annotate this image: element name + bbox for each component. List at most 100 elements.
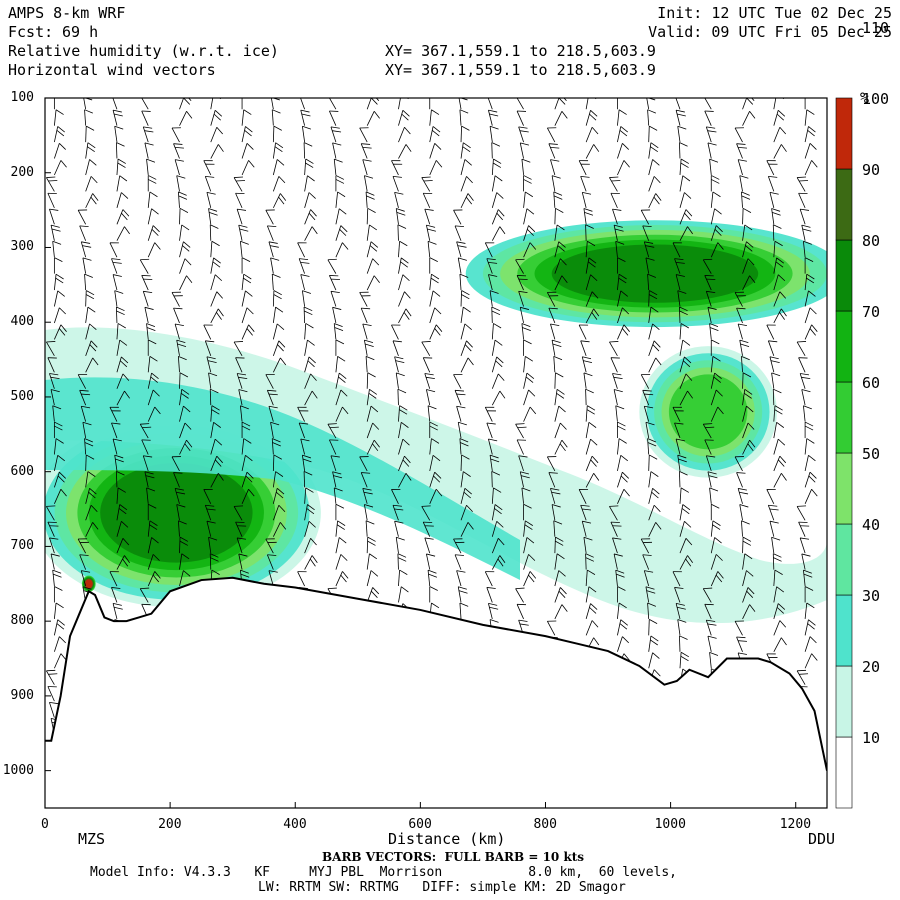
- wind-barb: [398, 291, 411, 307]
- wind-barb: [398, 274, 410, 291]
- wind-barb: [766, 160, 778, 176]
- wind-barb: [523, 208, 535, 225]
- wind-barb: [648, 159, 660, 176]
- wind-barb: [454, 225, 464, 241]
- wind-barb: [773, 257, 785, 274]
- wind-barb: [179, 241, 191, 258]
- wind-barb: [360, 307, 371, 324]
- wind-barb: [679, 158, 690, 176]
- wind-barb: [710, 537, 722, 554]
- wind-barb: [210, 109, 223, 126]
- wind-barb: [429, 454, 441, 472]
- wind-barb: [742, 207, 752, 225]
- wind-barb: [271, 109, 281, 126]
- wind-barb: [179, 224, 190, 241]
- wind-barb: [85, 159, 97, 176]
- wind-barb: [335, 356, 346, 373]
- wind-barb: [426, 224, 437, 241]
- wind-barb: [235, 192, 245, 209]
- wind-barb: [804, 454, 816, 472]
- wind-barb: [54, 324, 67, 340]
- wind-barb: [141, 110, 151, 126]
- colorbar-tick-label: 70: [862, 303, 881, 321]
- wind-barb: [204, 340, 215, 356]
- wind-barb: [141, 275, 153, 291]
- wind-barb: [233, 341, 244, 357]
- wind-barb: [742, 536, 752, 554]
- wind-barb: [648, 471, 659, 488]
- wind-barb: [84, 109, 93, 126]
- wind-barb: [796, 505, 807, 521]
- wind-barb: [804, 602, 815, 619]
- wind-barb: [742, 439, 756, 455]
- wind-barb: [766, 489, 776, 504]
- wind-barb: [366, 439, 380, 455]
- wind-barb: [554, 587, 567, 603]
- wind-barb: [675, 438, 685, 455]
- wind-barb: [710, 571, 724, 587]
- wind-barb: [679, 538, 693, 554]
- wind-barb: [304, 373, 317, 389]
- wind-barb: [174, 488, 186, 504]
- wind-barb: [737, 488, 749, 504]
- wind-barb: [115, 471, 125, 488]
- wind-barb: [710, 356, 721, 373]
- wind-barb: [179, 207, 189, 225]
- wind-barb: [767, 340, 778, 356]
- wind-barb: [491, 175, 503, 192]
- wind-barb: [391, 324, 401, 340]
- wind-barb: [648, 340, 661, 356]
- wind-barb: [648, 323, 660, 340]
- wind-barb: [516, 110, 527, 126]
- wind-barb: [617, 586, 626, 603]
- wind-barb: [236, 373, 248, 389]
- wind-barb: [453, 538, 465, 554]
- wind-barb: [491, 373, 505, 389]
- wind-barb: [206, 520, 216, 537]
- wind-barb: [109, 242, 119, 258]
- wind-barb: [327, 258, 337, 274]
- wind-barb: [742, 553, 753, 570]
- wind-barb: [85, 125, 95, 143]
- wind-barb: [581, 356, 593, 373]
- wind-barb: [359, 127, 369, 143]
- wind-barb: [53, 454, 65, 472]
- wind-barb: [394, 520, 404, 537]
- wind-barb: [298, 258, 310, 274]
- wind-barb: [179, 258, 192, 274]
- wind-barb: [210, 240, 220, 258]
- wind-barb: [704, 603, 714, 620]
- wind-barb: [359, 291, 371, 307]
- wind-barb: [773, 240, 783, 258]
- wind-barb: [643, 241, 655, 258]
- wind-barb: [799, 373, 811, 389]
- wind-barb: [330, 290, 340, 307]
- wind-barb: [427, 240, 437, 258]
- wind-barb: [707, 142, 717, 159]
- wind-barb: [460, 323, 472, 340]
- wind-barb: [82, 421, 92, 439]
- wind-barb: [554, 536, 564, 554]
- wind-barb: [546, 456, 557, 472]
- wind-barb: [50, 553, 60, 570]
- wind-barb: [297, 242, 307, 258]
- wind-barb: [585, 308, 600, 324]
- wind-barb: [391, 489, 401, 504]
- wind-barb: [523, 554, 536, 570]
- wind-barb: [265, 373, 275, 389]
- wind-barb: [647, 109, 657, 126]
- wind-barb: [147, 242, 161, 258]
- wind-barb: [489, 125, 499, 143]
- wind-barb: [208, 536, 218, 554]
- wind-barb: [804, 471, 817, 488]
- colorbar-swatch: [835, 594, 853, 667]
- wind-barb: [679, 339, 691, 356]
- wind-barb: [491, 142, 501, 159]
- wind-barb: [523, 406, 537, 422]
- wind-barb: [329, 439, 339, 455]
- wind-barb: [804, 307, 817, 324]
- wind-barb: [265, 209, 275, 225]
- wind-barb: [769, 520, 779, 537]
- wind-barb: [521, 487, 531, 504]
- wind-barb: [554, 241, 566, 258]
